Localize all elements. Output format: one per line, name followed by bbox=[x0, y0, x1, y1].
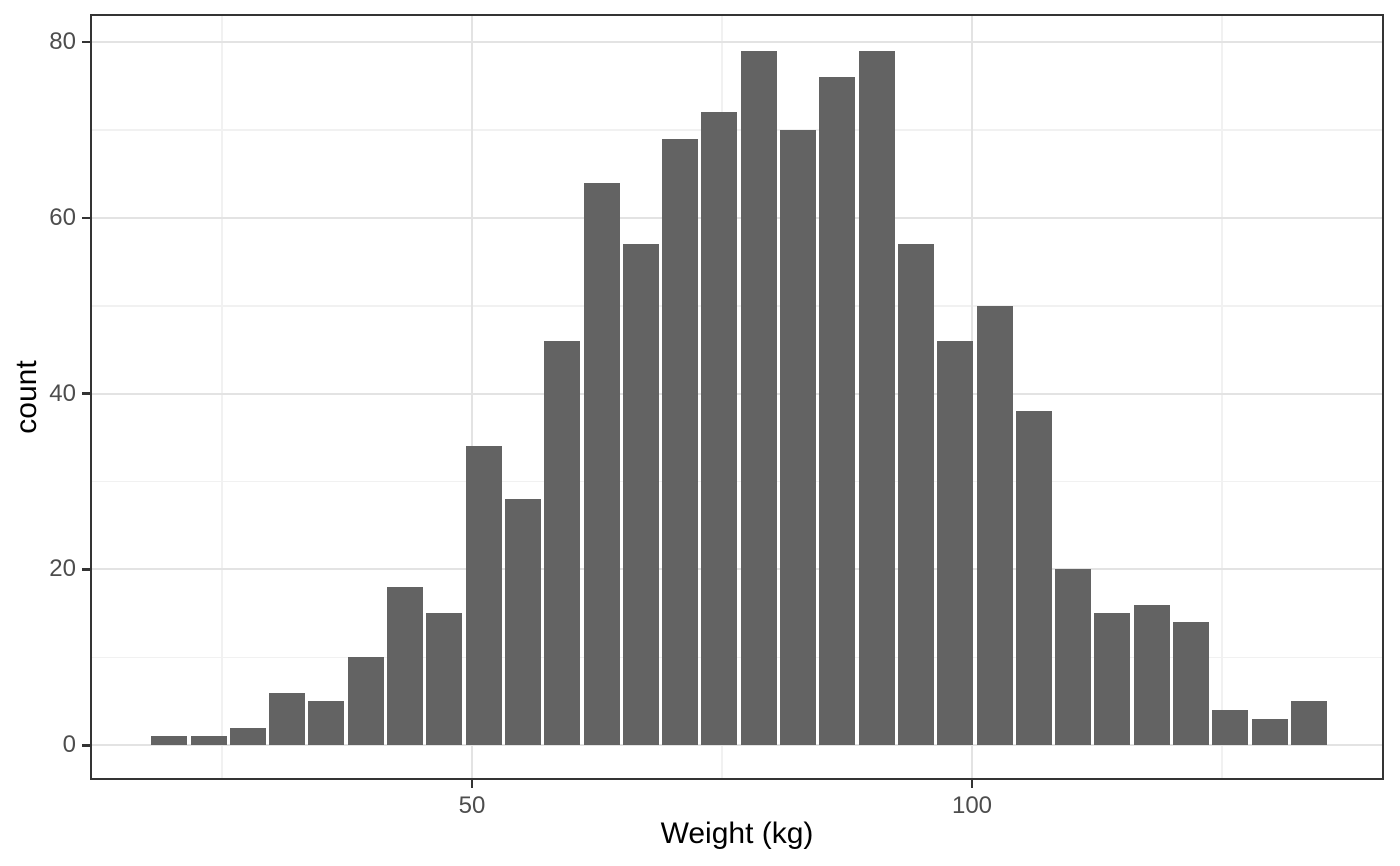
histogram-bar bbox=[386, 587, 424, 746]
histogram-bar bbox=[190, 736, 228, 746]
histogram-bar bbox=[425, 613, 463, 746]
histogram-bar bbox=[936, 340, 974, 746]
histogram-bar bbox=[622, 244, 660, 746]
histogram-bar bbox=[1290, 701, 1328, 746]
histogram-bar bbox=[583, 182, 621, 746]
y-tick-label: 60 bbox=[49, 203, 76, 231]
y-tick-mark bbox=[82, 40, 90, 44]
histogram-bar bbox=[700, 112, 738, 746]
histogram-bar bbox=[465, 446, 503, 746]
gridline-y-major bbox=[90, 41, 1384, 44]
histogram-bar bbox=[858, 50, 896, 746]
histogram-bar bbox=[1093, 613, 1131, 746]
histogram-bar bbox=[150, 736, 188, 746]
histogram-bar bbox=[307, 701, 345, 746]
histogram-bar bbox=[1251, 718, 1289, 746]
histogram-bar bbox=[779, 130, 817, 746]
histogram-bar bbox=[740, 50, 778, 746]
x-tick-label: 100 bbox=[951, 792, 993, 819]
x-tick-label: 50 bbox=[458, 792, 486, 819]
histogram-bar bbox=[268, 692, 306, 746]
gridline-x-major bbox=[471, 14, 473, 780]
x-tick-mark bbox=[970, 780, 974, 788]
y-tick-mark bbox=[82, 568, 90, 571]
histogram-bar bbox=[1133, 604, 1171, 746]
histogram-bar bbox=[229, 727, 267, 746]
histogram-bar bbox=[543, 340, 581, 746]
x-tick-mark bbox=[470, 780, 474, 788]
histogram-bar bbox=[1054, 569, 1092, 746]
y-tick-mark bbox=[82, 392, 90, 395]
histogram-bar bbox=[1015, 411, 1053, 746]
histogram-bar bbox=[818, 77, 856, 746]
y-tick-mark bbox=[82, 216, 90, 220]
histogram-bar bbox=[897, 244, 935, 746]
gridline-y-major bbox=[90, 744, 1384, 747]
histogram-bar bbox=[504, 499, 542, 746]
histogram-bar bbox=[976, 305, 1014, 746]
histogram-bar bbox=[347, 657, 385, 746]
gridline-x-minor bbox=[1221, 14, 1223, 780]
histogram-bar bbox=[1172, 622, 1210, 746]
histogram-bar bbox=[661, 138, 699, 746]
y-tick-label: 40 bbox=[49, 379, 76, 407]
y-tick-label: 80 bbox=[49, 28, 76, 56]
histogram-bar bbox=[1211, 710, 1249, 746]
y-tick-mark bbox=[82, 744, 90, 747]
x-axis-title: Weight (kg) bbox=[660, 817, 814, 850]
gridline-x-minor bbox=[221, 14, 223, 780]
y-tick-label: 0 bbox=[62, 731, 76, 759]
y-axis-title: count bbox=[10, 360, 43, 434]
y-tick-label: 20 bbox=[49, 555, 76, 583]
